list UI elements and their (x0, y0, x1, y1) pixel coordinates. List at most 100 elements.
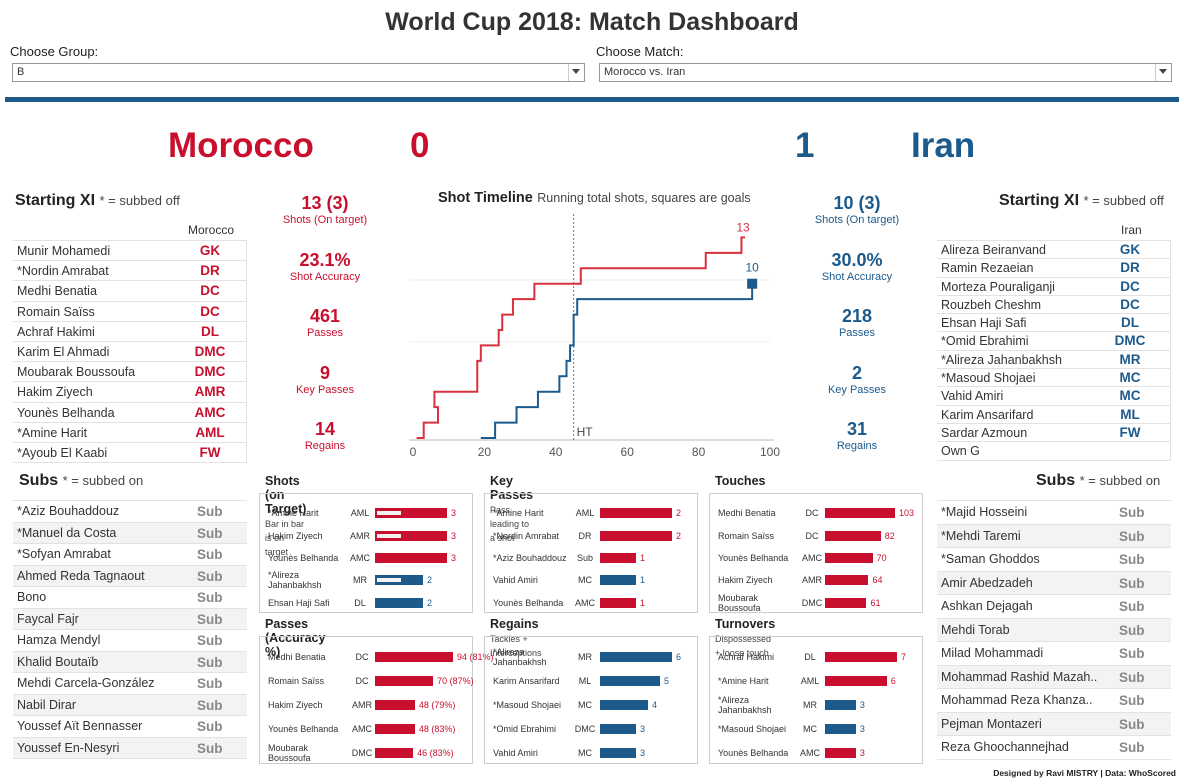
home-subs-note: * = subbed on (62, 473, 144, 488)
panel-bar (375, 748, 414, 758)
panel-note: Pass leading to a shot (490, 505, 530, 543)
match-select[interactable]: Morocco vs. Iran (599, 63, 1172, 82)
series-end-label: 13 (736, 220, 750, 234)
player-name: Morteza Pouraliganji (941, 279, 1055, 294)
panel-player-name: *Amine Harit (268, 508, 319, 519)
player-position: AMR (194, 384, 226, 400)
panel-player-name: Ehsan Haji Safi (268, 597, 330, 608)
player-position: MR (1119, 351, 1141, 367)
panel-player-name: *Aziz Bouhaddouz (493, 553, 567, 563)
xi-row: Morteza Pouraliganji DC (937, 276, 1170, 295)
player-name: Khalid Boutaïb (17, 654, 99, 669)
sub-row: Youssef En-Nesyri Sub (13, 736, 247, 758)
stat-label: Regains (836, 440, 878, 452)
player-position: Sub (1119, 622, 1145, 638)
on-target-inner-bar (377, 533, 401, 538)
player-name: Sardar Azmoun (941, 425, 1028, 440)
halftime-label: HT (577, 425, 594, 439)
player-position: Sub (1119, 693, 1145, 708)
player-position: DL (201, 323, 219, 339)
player-name: Munir Mohamedi (17, 244, 111, 258)
stat-block: 461 Passes (268, 306, 382, 339)
player-position: ML (1120, 406, 1140, 422)
player-name: Bono (17, 590, 47, 604)
stat-label: Regains (304, 440, 346, 452)
sub-row: Ahmed Reda Tagnaout Sub (13, 564, 247, 586)
panel-bar-value: 103 (899, 508, 915, 519)
panel-bar (375, 597, 423, 608)
stat-value: 10 (3) (833, 193, 881, 213)
panel-bar-value: 6 (676, 652, 682, 662)
panel-player-position: DC (805, 508, 819, 519)
player-position: Sub (197, 568, 223, 584)
player-position: Sub (197, 719, 223, 734)
panel-player-name: *Masoud Shojaei (493, 700, 562, 710)
player-name: Amir Abedzadeh (941, 575, 1033, 590)
panel-note: Bar in bar is on target (265, 519, 305, 557)
stat-block: 14 Regains (268, 419, 382, 452)
player-position: DC (1120, 278, 1140, 294)
panel-bar (825, 700, 856, 710)
group-select-value: B (17, 66, 25, 78)
panel-player-position: DL (804, 652, 816, 662)
panel-bar (600, 597, 636, 608)
panel-bar (600, 508, 672, 519)
panel-player-position: AML (350, 508, 370, 519)
xi-row: Own G (937, 441, 1170, 459)
panel-bar (825, 748, 856, 758)
panel-player-position: DMC (351, 748, 373, 758)
player-position: Sub (197, 611, 223, 627)
panel-bar-value: 3 (640, 724, 646, 734)
panel-bar (825, 676, 887, 686)
panel-player-position: DR (578, 530, 592, 541)
panel-bar-value: 2 (427, 575, 433, 586)
timeline-title: Shot Timeline (438, 190, 533, 206)
panel-bar-value: 64 (872, 575, 883, 586)
xi-row: Romain Saïss DC (13, 300, 246, 321)
player-position: MC (1119, 370, 1141, 386)
panel-player-position: MR (353, 575, 367, 586)
panel-player-position: AMC (350, 553, 370, 563)
panel-bar-value: 1 (640, 553, 646, 563)
xi-row: Younès Belhanda AMC (13, 401, 246, 422)
series-end-label: 10 (745, 261, 759, 275)
group-select[interactable]: B (12, 63, 585, 82)
panel-bar (825, 652, 897, 662)
xi-row: *Alireza Jahanbakhsh MR (937, 349, 1170, 368)
player-name: Medhi Benatia (17, 284, 97, 299)
player-position: MC (1119, 388, 1141, 404)
panel-shots: *Amine Harit AML 3 Hakim Ziyech AMR 3 Younès B… (259, 493, 473, 613)
panel-bar-value: 4 (652, 700, 658, 710)
x-tick-label: 100 (760, 445, 780, 459)
sub-row: Amir Abedzadeh Sub (937, 570, 1171, 594)
player-position: DC (200, 283, 220, 299)
player-position: AML (195, 424, 225, 440)
player-name: Achraf Hakimi (17, 324, 95, 339)
away-subs-note: * = subbed on (1079, 473, 1161, 488)
x-tick-label: 0 (410, 445, 417, 459)
sub-row: Khalid Boutaïb Sub (13, 650, 247, 672)
player-position: DMC (194, 343, 226, 359)
panel-player-position: MR (803, 700, 817, 710)
player-position: FW (199, 444, 221, 460)
stat-value: 9 (319, 362, 330, 383)
player-position: Sub (197, 697, 223, 713)
stat-label: Shots (On target) (814, 214, 900, 226)
away-subs-table: *Majid Hosseini Sub *Mehdi Taremi Sub *Saman… (937, 500, 1171, 760)
stat-block: 9 Key Passes (268, 363, 382, 396)
home-xi-header: Starting XI * = subbed off (15, 192, 180, 210)
away-subs-title: Subs (1036, 472, 1076, 489)
goal-square-marker (747, 278, 758, 289)
sub-row: *Sofyan Amrabat Sub (13, 543, 247, 565)
panel-bar-value: 7 (901, 652, 907, 662)
player-position: GK (1119, 242, 1141, 257)
player-name: *Alireza Jahanbakhsh (941, 352, 1062, 367)
stat-block: 10 (3) Shots (On target) (800, 193, 914, 226)
panel-player-name: Hakim Ziyech (718, 575, 773, 586)
player-name: *Masoud Shojaei (941, 371, 1036, 386)
stat-value: 2 (851, 362, 862, 383)
panel-bar (375, 676, 434, 686)
panel-title-text: Regains (490, 617, 539, 631)
player-position: DC (200, 303, 220, 319)
player-name: Nabil Dirar (17, 697, 77, 712)
